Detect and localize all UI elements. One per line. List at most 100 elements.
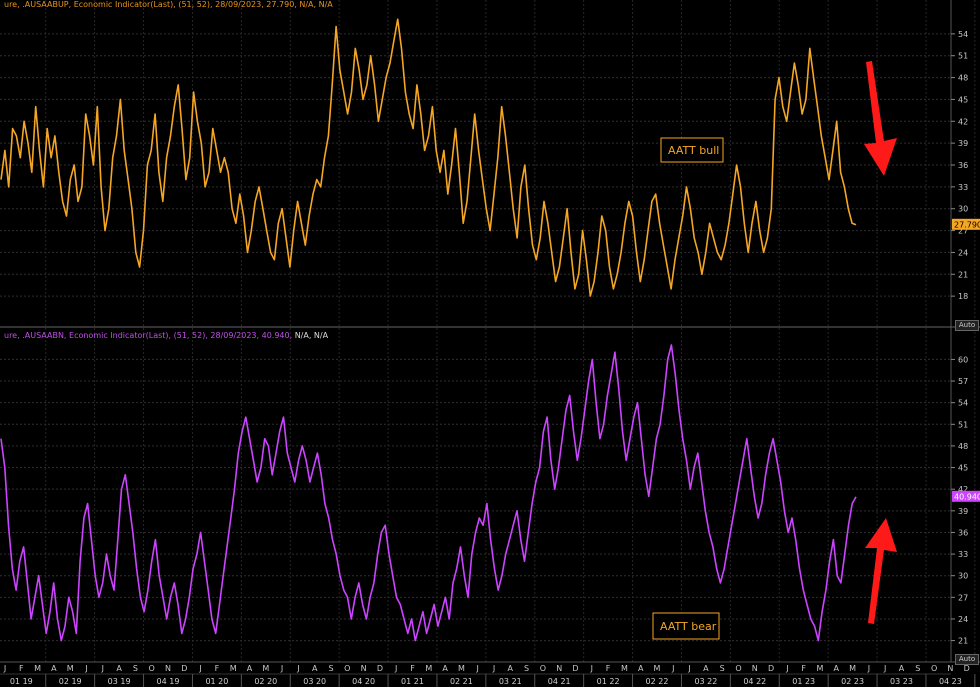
- y-tick-label: 42: [958, 485, 968, 494]
- x-month-label: J: [492, 664, 495, 673]
- x-quarter-label: 03 22: [694, 677, 717, 686]
- y-tick-label: 21: [958, 637, 968, 646]
- x-month-label: F: [801, 664, 806, 673]
- x-month-label: D: [572, 664, 578, 673]
- y-tick-label: 27: [958, 227, 968, 236]
- gridlines: [0, 0, 976, 662]
- x-month-label: A: [899, 664, 905, 673]
- bull-label-box: AATT bull: [660, 137, 724, 163]
- x-month-label: N: [361, 664, 367, 673]
- x-month-label: J: [296, 664, 299, 673]
- y-tick-label: 36: [958, 528, 968, 537]
- x-month-label: J: [476, 664, 479, 673]
- x-month-label: A: [247, 664, 253, 673]
- x-quarter-label: 01 22: [597, 677, 620, 686]
- x-month-label: M: [654, 664, 661, 673]
- x-month-label: J: [394, 664, 397, 673]
- x-month-label: A: [703, 664, 709, 673]
- x-quarter-label: 02 21: [450, 677, 473, 686]
- auto-scale-button-bottom[interactable]: Auto: [955, 654, 979, 665]
- bottom-series-header-na: N/A, N/A: [294, 331, 329, 340]
- x-month-label: M: [621, 664, 628, 673]
- x-quarter-label: 02 19: [59, 677, 82, 686]
- x-month-label: J: [101, 664, 104, 673]
- x-month-label: J: [198, 664, 201, 673]
- x-month-label: M: [458, 664, 465, 673]
- x-month-label: S: [133, 664, 138, 673]
- x-quarter-label: 03 19: [108, 677, 131, 686]
- y-tick-label: 48: [958, 442, 968, 451]
- x-month-label: M: [425, 664, 432, 673]
- y-tick-label: 18: [958, 292, 968, 301]
- y-axis-bottom: 21 24 27 30 33 36 39 42 45 48 51 54 57 60: [951, 355, 968, 646]
- x-month-label: D: [377, 664, 383, 673]
- y-tick-label: 36: [958, 161, 968, 170]
- auto-scale-button-top[interactable]: Auto: [955, 320, 979, 331]
- x-month-label: N: [556, 664, 562, 673]
- bear-series-line: [0, 344, 857, 642]
- down-arrow-icon: [864, 61, 897, 176]
- x-month-label: N: [165, 664, 171, 673]
- svg-text:40.940: 40.940: [954, 492, 980, 501]
- bottom-series-header-text: ure, .AUSAABN, Economic Indicator(Last),…: [4, 331, 293, 340]
- x-month-label: M: [34, 664, 41, 673]
- x-month-label: N: [752, 664, 758, 673]
- y-tick-label: 30: [958, 205, 968, 214]
- y-tick-label: 48: [958, 74, 968, 83]
- x-month-label: M: [817, 664, 824, 673]
- x-quarter-label: 02 20: [254, 677, 277, 686]
- x-month-label: J: [687, 664, 690, 673]
- y-tick-label: 54: [958, 30, 968, 39]
- x-month-label: F: [410, 664, 415, 673]
- x-month-label: A: [834, 664, 840, 673]
- x-month-label: A: [312, 664, 318, 673]
- y-axis-top: 18 21 24 27 30 33 36 39 42 45 48 51 54: [951, 30, 968, 301]
- x-month-label: A: [442, 664, 448, 673]
- x-month-label: N: [947, 664, 953, 673]
- x-month-label: M: [67, 664, 74, 673]
- x-month-label: S: [524, 664, 529, 673]
- x-month-label: M: [849, 664, 856, 673]
- x-month-label: S: [328, 664, 333, 673]
- y-tick-label: 45: [958, 464, 968, 473]
- x-quarter-label: 02 22: [646, 677, 669, 686]
- y-tick-label: 27: [958, 593, 968, 602]
- x-quarter-label: 03 21: [499, 677, 522, 686]
- x-month-label: S: [915, 664, 920, 673]
- x-month-label: S: [720, 664, 725, 673]
- x-month-label: O: [540, 664, 546, 673]
- x-quarter-label: 04 23: [939, 677, 962, 686]
- x-month-label: O: [735, 664, 741, 673]
- x-month-label: A: [51, 664, 57, 673]
- x-month-label: J: [590, 664, 593, 673]
- y-tick-label: 33: [958, 183, 968, 192]
- y-tick-label: 57: [958, 377, 968, 386]
- x-month-label: D: [768, 664, 774, 673]
- y-tick-label: 39: [958, 139, 968, 148]
- y-tick-label: 33: [958, 550, 968, 559]
- x-quarter-label: 04 21: [548, 677, 571, 686]
- x-quarter-label: 04 19: [157, 677, 180, 686]
- y-tick-label: 21: [958, 270, 968, 279]
- y-tick-label: 39: [958, 507, 968, 516]
- x-month-label: J: [3, 664, 6, 673]
- x-month-label: F: [215, 664, 220, 673]
- x-quarter-label: 01 20: [205, 677, 228, 686]
- y-tick-label: 24: [958, 248, 968, 257]
- x-month-label: A: [116, 664, 122, 673]
- x-quarter-label: 01 23: [792, 677, 815, 686]
- x-month-label: J: [883, 664, 886, 673]
- x-month-label: J: [84, 664, 87, 673]
- bull-last-value-badge: 27.790: [952, 218, 980, 230]
- x-quarter-label: 03 23: [890, 677, 913, 686]
- x-month-label: F: [606, 664, 611, 673]
- svg-text:27.790: 27.790: [954, 220, 980, 229]
- y-tick-label: 51: [958, 52, 968, 61]
- x-quarter-label: 03 20: [303, 677, 326, 686]
- x-month-label: F: [19, 664, 24, 673]
- bull-label-text: AATT bull: [668, 144, 719, 157]
- up-arrow-icon: [865, 518, 897, 624]
